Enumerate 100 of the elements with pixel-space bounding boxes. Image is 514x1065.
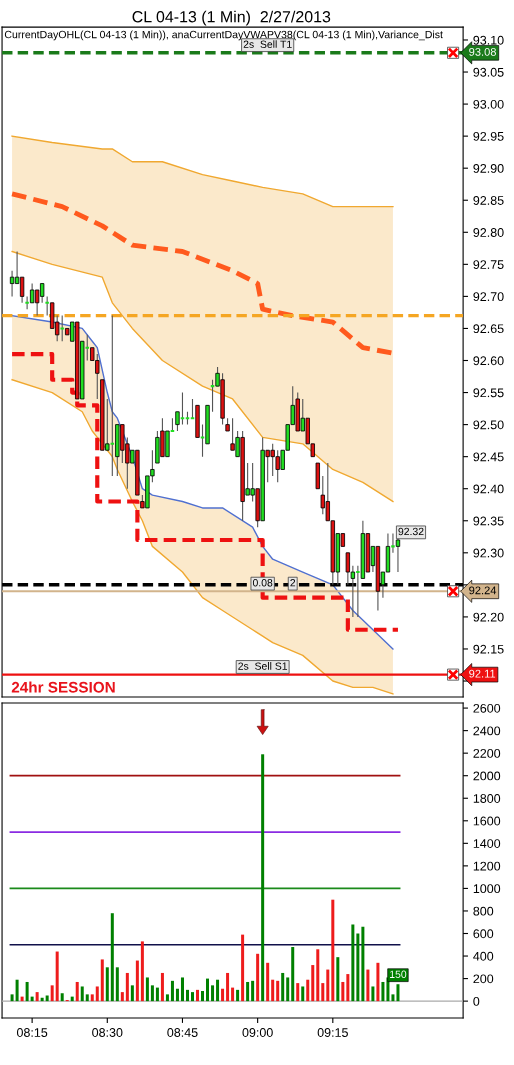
data-label: 150 xyxy=(390,970,407,978)
y-tick-label: 92.15 xyxy=(473,644,504,654)
y-tick-label: 92.75 xyxy=(473,260,504,269)
y-tick-label: 800 xyxy=(473,906,494,916)
bar xyxy=(170,980,174,1002)
y-tick-label: 92.30 xyxy=(473,548,504,558)
bar xyxy=(301,986,305,1002)
bar xyxy=(150,985,154,1002)
bar xyxy=(160,972,164,1002)
y-tick-label: 93.00 xyxy=(473,99,504,109)
y-tick-label: 1000 xyxy=(473,884,501,894)
x-tick-label: 09:00 xyxy=(242,1028,273,1037)
bar xyxy=(256,953,260,1002)
bar xyxy=(271,979,275,1002)
x-tick-label: 09:15 xyxy=(317,1028,348,1037)
bar xyxy=(80,986,84,1002)
bar xyxy=(246,981,250,1002)
bar xyxy=(221,988,225,1002)
bar xyxy=(211,985,215,1002)
bar xyxy=(145,977,149,1002)
line-series xyxy=(11,250,394,503)
y-tick-label: 2400 xyxy=(473,726,501,736)
y-tick-label: 92.90 xyxy=(473,163,504,173)
candlestick xyxy=(59,315,65,342)
bar xyxy=(341,981,345,1002)
bar xyxy=(391,994,395,1002)
bar xyxy=(105,967,109,1002)
y-tick-label: 92.45 xyxy=(473,452,504,462)
bar xyxy=(201,990,205,1002)
bar xyxy=(226,972,230,1002)
y-tick-label: 92.40 xyxy=(473,484,504,494)
bar xyxy=(371,986,375,1002)
bar xyxy=(276,980,280,1002)
bar xyxy=(216,979,220,1002)
bar xyxy=(185,989,189,1002)
annotation: 92.32 xyxy=(398,527,424,536)
y-tick-label: 1600 xyxy=(473,816,501,826)
bar xyxy=(306,979,310,1002)
annotation: CurrentDayOHL(CL 04-13 (1 Min)), anaCurrentDayVWAPV38(CL 04-13 (1 Min),Variance_Dist xyxy=(4,30,443,41)
y-tick-label: 1400 xyxy=(473,839,501,848)
candlestick xyxy=(175,411,180,432)
bar xyxy=(206,978,210,1002)
annotation: 2s Sell S1 xyxy=(238,662,288,670)
y-tick-label: 600 xyxy=(473,929,494,939)
bar xyxy=(85,994,89,1002)
bar xyxy=(336,957,340,1002)
ref-line-label: 93.08 xyxy=(469,47,496,56)
y-tick-label: 0 xyxy=(473,996,480,1006)
bar xyxy=(110,913,114,1002)
annotation: 0.08 xyxy=(252,579,273,587)
y-tick-label: 92.80 xyxy=(473,228,504,237)
bar xyxy=(15,979,19,1002)
bar xyxy=(100,959,104,1002)
y-tick-label: 92.85 xyxy=(473,196,504,205)
y-tick-label: 2000 xyxy=(473,771,501,781)
bar xyxy=(190,992,194,1002)
y-tick-label: 200 xyxy=(473,974,494,984)
bar xyxy=(175,988,179,1002)
y-tick-label: 1200 xyxy=(473,861,501,871)
bar xyxy=(60,993,64,1002)
bar xyxy=(326,969,330,1002)
bar xyxy=(241,934,245,1002)
bar xyxy=(25,981,29,1002)
bar xyxy=(196,989,200,1002)
bar xyxy=(50,985,54,1002)
candlestick xyxy=(9,270,15,297)
bar xyxy=(75,981,79,1002)
y-tick-label: 1800 xyxy=(473,794,501,803)
chart-title: CL 04-13 (1 Min) 2/27/2013 xyxy=(132,10,331,26)
annotation: 2s Sell T1 xyxy=(243,40,292,48)
bar xyxy=(180,977,184,1002)
bar xyxy=(286,977,290,1002)
x-tick-label: 08:45 xyxy=(167,1028,198,1037)
y-tick-label: 92.65 xyxy=(473,324,504,334)
bar xyxy=(140,941,144,1002)
bar xyxy=(376,962,380,1002)
y-tick-label: 92.95 xyxy=(473,131,504,141)
y-tick-label: 92.50 xyxy=(473,420,504,430)
y-tick-label: 400 xyxy=(473,951,494,961)
x-tick-label: 08:30 xyxy=(92,1028,123,1037)
y-tick-label: 93.10 xyxy=(473,35,504,45)
y-tick-label: 92.70 xyxy=(473,292,504,302)
bar xyxy=(130,985,134,1002)
bar xyxy=(10,994,14,1002)
y-tick-label: 92.55 xyxy=(473,388,504,398)
y-tick-label: 93.05 xyxy=(473,67,504,77)
bar xyxy=(396,984,400,1002)
bar xyxy=(366,969,370,1002)
candlestick xyxy=(39,283,45,304)
bar xyxy=(95,986,99,1002)
bar xyxy=(321,983,325,1002)
bar xyxy=(346,974,350,1002)
bar xyxy=(261,754,265,1002)
bar xyxy=(90,994,94,1002)
bar xyxy=(155,987,159,1002)
bar xyxy=(125,972,129,1002)
ref-line-label: 92.11 xyxy=(469,669,496,678)
candlestick xyxy=(44,295,50,317)
bar xyxy=(120,992,124,1002)
bar xyxy=(316,949,320,1002)
